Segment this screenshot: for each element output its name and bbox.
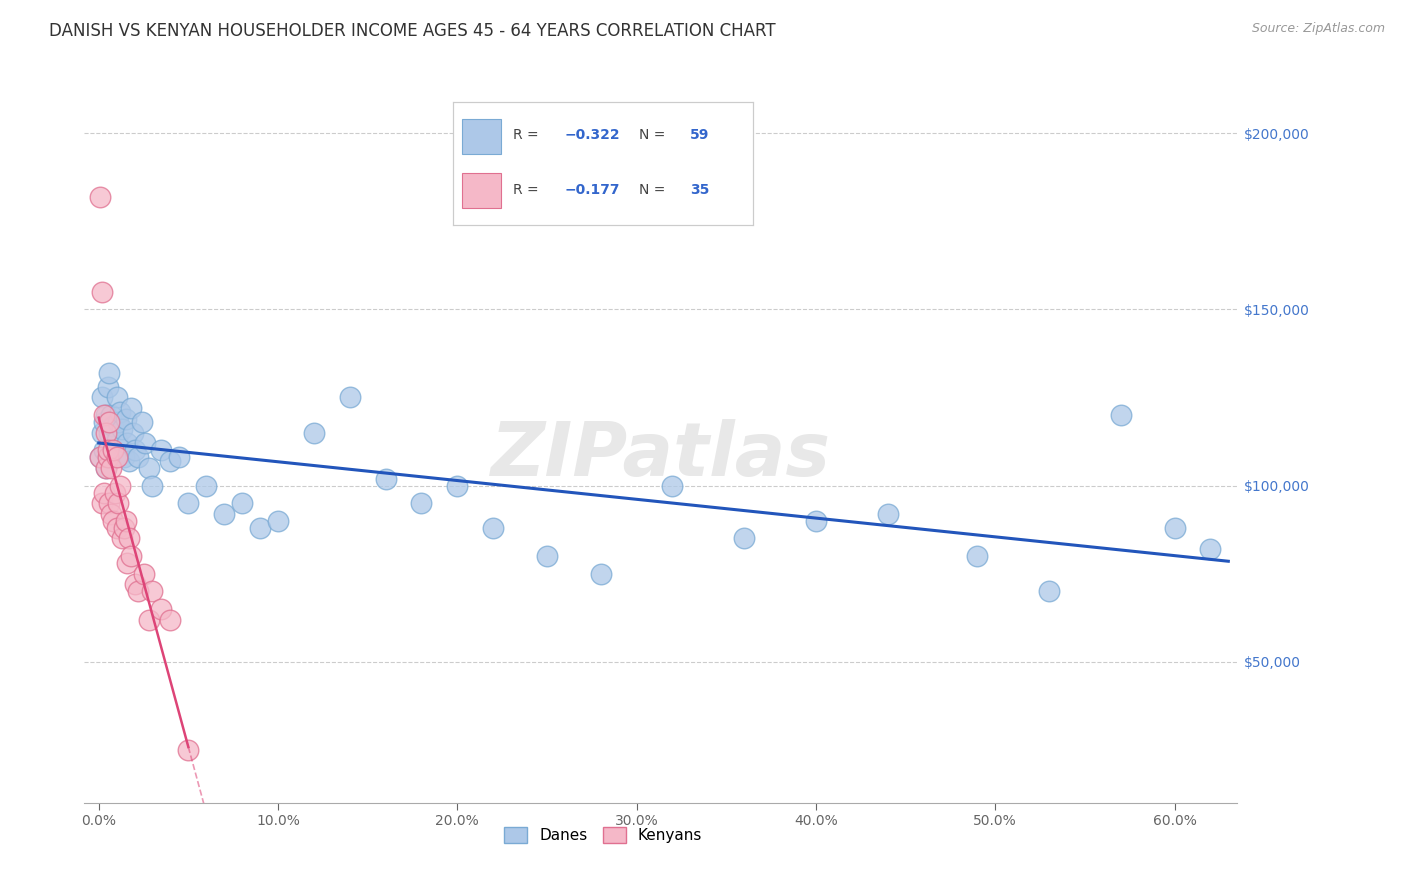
- Point: [111, 532, 134, 546]
- Point: [1038, 584, 1060, 599]
- Point: [159, 613, 181, 627]
- Point: [89, 450, 111, 465]
- Point: [91, 391, 114, 405]
- Point: [212, 507, 235, 521]
- Point: [94, 461, 117, 475]
- Point: [121, 425, 143, 440]
- Point: [94, 425, 117, 440]
- Point: [98, 425, 121, 440]
- Point: [101, 443, 124, 458]
- Point: [101, 514, 124, 528]
- Point: [117, 556, 139, 570]
- Point: [195, 478, 218, 492]
- Point: [110, 478, 132, 492]
- Point: [374, 471, 396, 485]
- Point: [141, 478, 163, 492]
- Point: [804, 514, 827, 528]
- Point: [169, 450, 191, 465]
- Point: [117, 436, 139, 450]
- Point: [1109, 408, 1132, 422]
- Point: [141, 584, 163, 599]
- Point: [101, 443, 124, 458]
- Point: [105, 391, 128, 405]
- Point: [100, 408, 122, 422]
- Point: [118, 532, 141, 546]
- Point: [138, 461, 160, 475]
- Point: [339, 391, 361, 405]
- Point: [876, 507, 898, 521]
- Point: [231, 496, 253, 510]
- Point: [100, 461, 122, 475]
- Point: [98, 415, 121, 429]
- Point: [589, 566, 612, 581]
- Point: [97, 380, 120, 394]
- Point: [114, 514, 136, 528]
- Point: [107, 496, 129, 510]
- Point: [97, 450, 120, 465]
- Point: [159, 454, 181, 468]
- Point: [1163, 521, 1185, 535]
- Point: [112, 450, 135, 465]
- Point: [132, 566, 155, 581]
- Point: [134, 436, 156, 450]
- Point: [104, 450, 127, 465]
- Point: [482, 521, 505, 535]
- Point: [267, 514, 290, 528]
- Point: [91, 425, 114, 440]
- Text: DANISH VS KENYAN HOUSEHOLDER INCOME AGES 45 - 64 YEARS CORRELATION CHART: DANISH VS KENYAN HOUSEHOLDER INCOME AGES…: [49, 22, 776, 40]
- Point: [97, 443, 120, 458]
- Point: [138, 613, 160, 627]
- Point: [120, 549, 142, 563]
- Point: [1199, 542, 1222, 557]
- Point: [94, 408, 117, 422]
- Point: [177, 743, 200, 757]
- Point: [302, 425, 325, 440]
- Point: [112, 521, 135, 535]
- Point: [177, 496, 200, 510]
- Point: [100, 447, 122, 461]
- Point: [411, 496, 433, 510]
- Point: [101, 418, 124, 433]
- Text: ZIPatlas: ZIPatlas: [491, 419, 831, 492]
- Point: [89, 450, 111, 465]
- Point: [104, 485, 127, 500]
- Point: [150, 443, 173, 458]
- Point: [118, 454, 141, 468]
- Point: [93, 485, 115, 500]
- Point: [105, 433, 128, 447]
- Point: [120, 401, 142, 415]
- Point: [733, 532, 755, 546]
- Point: [98, 366, 121, 380]
- Point: [131, 415, 153, 429]
- Point: [93, 415, 115, 429]
- Point: [91, 496, 114, 510]
- Point: [127, 584, 149, 599]
- Point: [110, 404, 132, 418]
- Legend: Danes, Kenyans: Danes, Kenyans: [498, 821, 709, 849]
- Point: [105, 450, 128, 465]
- Point: [114, 411, 136, 425]
- Point: [124, 443, 146, 458]
- Point: [105, 521, 128, 535]
- Point: [94, 461, 117, 475]
- Text: Source: ZipAtlas.com: Source: ZipAtlas.com: [1251, 22, 1385, 36]
- Point: [536, 549, 558, 563]
- Point: [100, 507, 122, 521]
- Point: [249, 521, 271, 535]
- Point: [966, 549, 988, 563]
- Point: [111, 422, 134, 436]
- Point: [150, 602, 173, 616]
- Point: [91, 285, 114, 299]
- Point: [661, 478, 683, 492]
- Point: [93, 443, 115, 458]
- Point: [446, 478, 468, 492]
- Point: [124, 577, 146, 591]
- Point: [89, 189, 111, 203]
- Point: [127, 450, 149, 465]
- Point: [107, 415, 129, 429]
- Point: [97, 450, 120, 465]
- Y-axis label: Householder Income Ages 45 - 64 years: Householder Income Ages 45 - 64 years: [0, 303, 7, 580]
- Point: [98, 496, 121, 510]
- Point: [93, 408, 115, 422]
